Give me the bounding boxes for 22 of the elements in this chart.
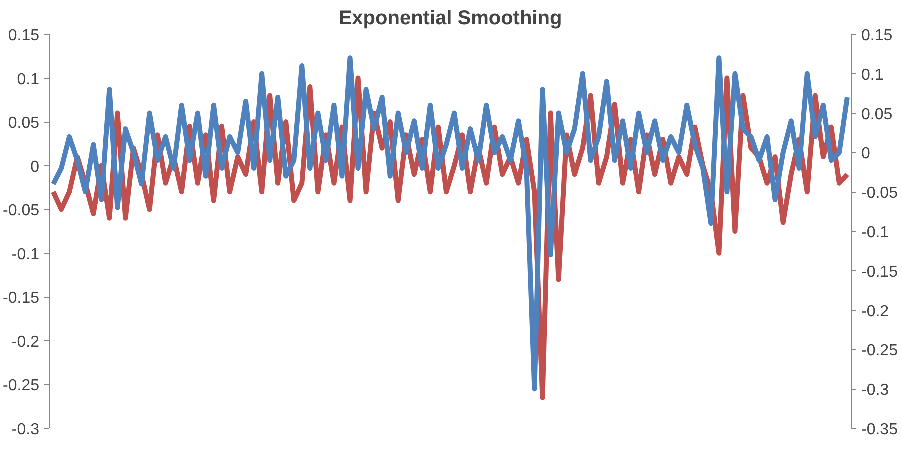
y-tick-label: -0.2 xyxy=(12,334,40,351)
y-tick-label: 0.15 xyxy=(8,28,40,44)
y-tick-label: -0.3 xyxy=(12,422,40,438)
y2-tick-label: 0 xyxy=(862,146,870,163)
y2-tick-label: -0.15 xyxy=(862,264,898,281)
y-tick-label: -0.05 xyxy=(3,202,40,220)
y2-tick-label: 0.1 xyxy=(862,66,884,84)
y2-tick-label: -0.25 xyxy=(862,342,898,360)
chart-title: Exponential Smoothing xyxy=(338,8,562,30)
y2-tick-label: -0.35 xyxy=(862,422,898,438)
y-tick-label: -0.25 xyxy=(3,378,40,395)
y-tick-label: 0.1 xyxy=(17,71,40,88)
y-tick-label: -0.15 xyxy=(3,290,40,308)
y-tick-label: 0.05 xyxy=(8,115,40,132)
y2-tick-label: -0.3 xyxy=(862,382,890,400)
y2-tick-label: -0.05 xyxy=(862,185,898,202)
y-tick-label: -0.1 xyxy=(12,246,40,264)
y2-tick-label: -0.2 xyxy=(862,303,890,320)
y-tick-label: 0 xyxy=(30,158,40,176)
y2-tick-label: 0.15 xyxy=(862,28,893,44)
y2-tick-label: -0.1 xyxy=(862,224,890,242)
y2-tick-label: 0.05 xyxy=(862,106,893,124)
